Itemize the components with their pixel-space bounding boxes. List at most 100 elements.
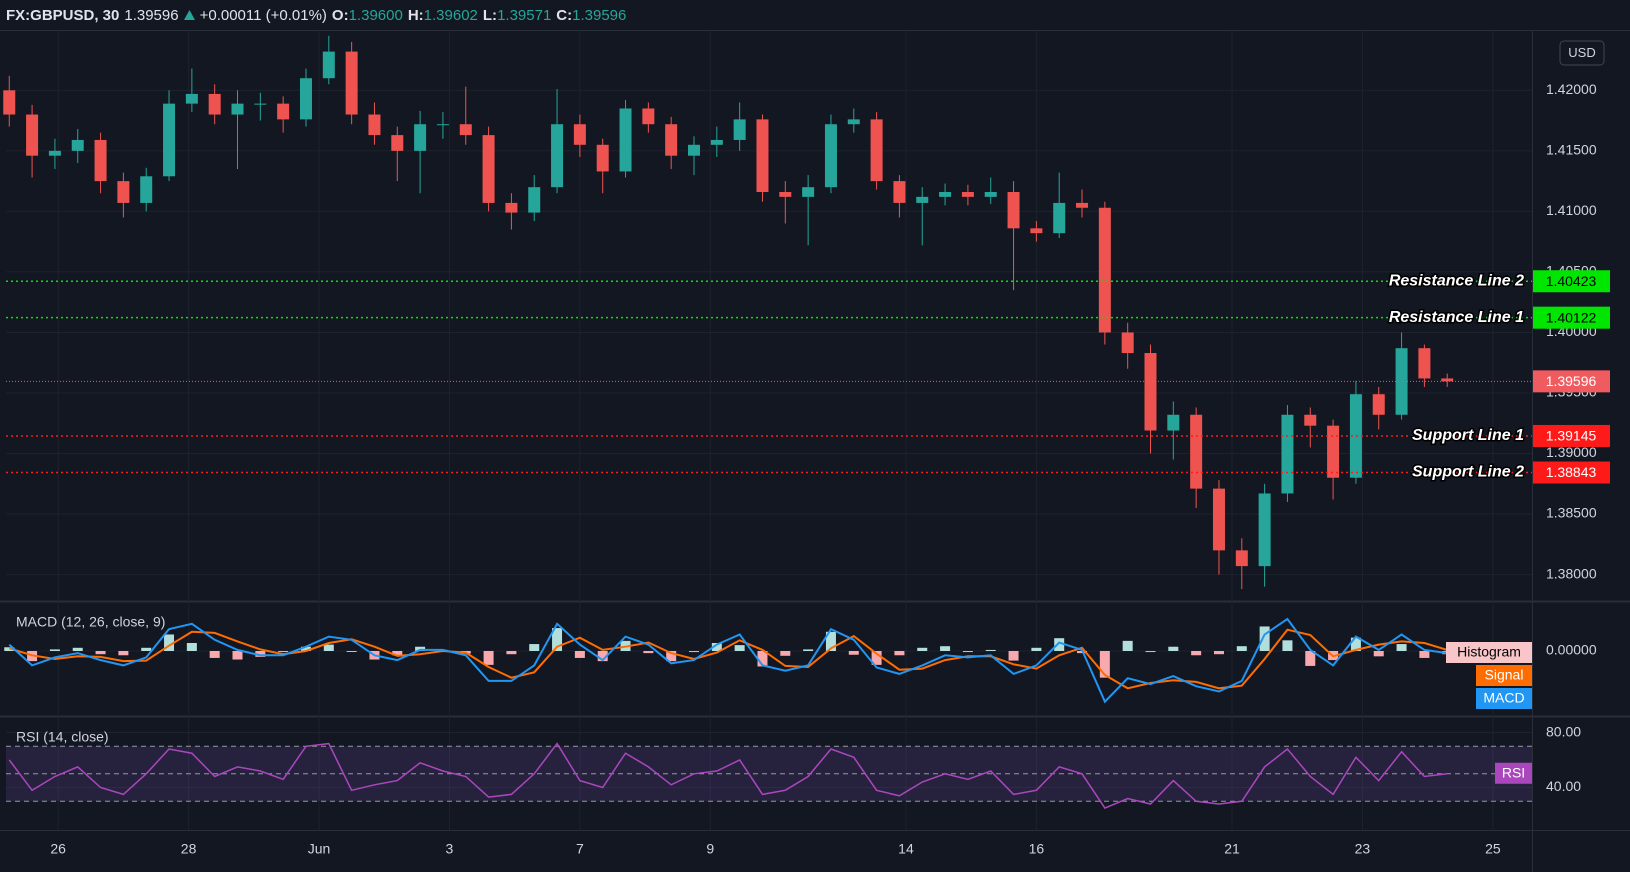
candle-body [688,144,701,156]
x-tick-label: Jun [308,841,331,857]
candle-body [916,196,929,203]
candle-body [345,51,358,115]
candle-body [368,114,381,136]
histogram-bar [95,651,106,655]
histogram-bar [278,651,289,653]
histogram-bar [871,651,882,665]
price-tag-label: 1.38843 [1546,464,1597,480]
candle-body [984,192,997,197]
label: L: [482,6,498,24]
histogram-bar [118,651,129,656]
histogram-bar [1008,651,1019,661]
candle-body [254,103,267,105]
x-tick-label: 28 [181,841,197,857]
legend-label: RSI [1502,764,1525,780]
candle-body [1030,228,1043,234]
histogram-bar [574,651,585,658]
candle-body [299,78,312,120]
candle-body [482,135,495,203]
histogram-bar [415,646,426,651]
legend-tag [1446,642,1532,663]
histogram-bar [141,647,152,651]
candle-body [459,124,472,136]
price-tag [1533,270,1610,293]
level-label: Resistance Line 2 [1389,272,1524,289]
candle-body [48,150,61,156]
legend-label: Signal [1485,667,1524,683]
histogram-bar [300,646,311,651]
value: 1.39600 [348,6,403,24]
value: 1.39596 [572,6,627,24]
level-label: Support Line 1 [1412,427,1524,444]
candle-body [1121,332,1134,354]
price: 1.39596 [124,6,179,24]
histogram-bar [255,651,266,657]
candle-body [163,103,176,177]
label: H: [407,6,424,24]
level-label: Resistance Line 1 [1389,309,1524,326]
y-tick-label: 1.38500 [1546,505,1597,521]
histogram-bar [323,644,334,651]
candle-body [1212,488,1225,551]
candle-body [414,124,427,151]
x-tick-label: 9 [706,841,714,857]
value: 1.39571 [497,6,552,24]
price-tag [1533,424,1610,447]
y-tick-label: 1.42000 [1546,81,1597,97]
symbol: FX:GBPUSD, 30 [6,6,120,24]
x-tick-label: 21 [1224,841,1240,857]
histogram-bar [780,651,791,656]
histogram-bar [1282,640,1293,651]
x-tick-label: 3 [446,841,454,857]
label: O: [331,6,349,24]
legend-tag [1476,688,1532,709]
candle-body [1372,394,1385,415]
pane-title: MACD (12, 26, close, 9) [16,614,165,630]
candle-body [870,119,883,182]
histogram-bar [232,651,243,660]
candle-body [1144,353,1157,431]
candle-body [710,139,723,145]
candle-body [596,144,609,172]
histogram-bar [825,631,836,651]
currency-box [1559,40,1605,66]
histogram-bar [894,651,905,656]
candle-body [140,176,153,203]
candle-body [71,139,84,151]
histogram-bar [1419,651,1430,658]
rsi-line [8,742,1448,810]
price-tag [1533,306,1610,329]
candle-body [436,124,449,126]
histogram-bar [209,651,220,658]
candle-body [26,114,39,156]
histogram-bar [689,651,700,653]
label: C: [556,6,573,24]
candle-body [277,103,290,120]
header: FX:GBPUSD, 30 1.39596 +0.00011 (+0.01%) … [6,3,626,27]
histogram-bar [506,651,517,655]
histogram-bar [1213,651,1224,655]
histogram-bar [643,651,654,654]
candle-body [1418,348,1431,379]
candle-body [1441,378,1454,382]
indicator-line [8,617,1448,704]
y-tick-label: 80.00 [1546,723,1581,739]
histogram-bar [1122,640,1133,651]
histogram-bar [1031,647,1042,651]
candle-body [939,192,952,197]
histogram-bar [803,649,814,651]
candle-body [665,124,678,156]
histogram-bar [552,628,563,651]
x-tick-label: 23 [1355,841,1371,857]
candle-body [117,181,130,203]
histogram-bar [597,651,608,662]
legend-tag [1495,762,1532,784]
candle-body [1235,550,1248,567]
x-tick-label: 7 [576,841,584,857]
candle-body [185,93,198,104]
histogram-bar [1145,651,1156,653]
candle-body [528,187,541,213]
